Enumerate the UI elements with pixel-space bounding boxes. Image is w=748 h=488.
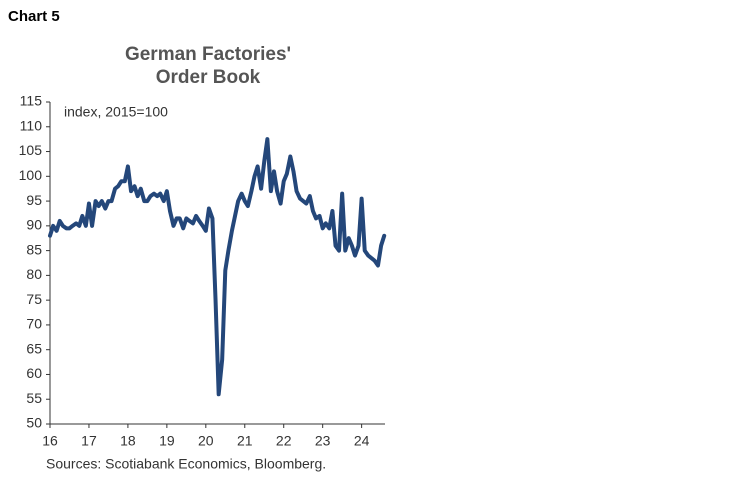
x-tick-label: 16 (42, 433, 58, 449)
x-tick-label: 18 (120, 433, 136, 449)
source: Sources: Scotiabank Economics, Bloomberg… (46, 456, 326, 472)
x-tick-label: 17 (81, 433, 97, 449)
x-tick-label: 23 (315, 433, 331, 449)
y-tick-label: 90 (26, 217, 42, 233)
y-tick-label: 75 (26, 291, 42, 307)
x-tick-label: 20 (198, 433, 214, 449)
data-line (48, 137, 387, 397)
x-tick-label: 22 (276, 433, 292, 449)
y-tick-label: 95 (26, 192, 42, 208)
y-tick-label: 55 (26, 390, 42, 406)
header: Chart 5 (8, 8, 60, 25)
y-tick-label: 60 (26, 365, 42, 381)
chart-title: Order Book (156, 67, 261, 88)
chart-title: German Factories' (125, 44, 291, 65)
y-tick-label: 50 (26, 415, 42, 431)
x-tick-label: 21 (237, 433, 253, 449)
y-tick-label: 110 (20, 117, 43, 133)
x-tick-label: 24 (354, 433, 370, 449)
y-tick-label: 105 (19, 142, 43, 158)
y-tick-label: 70 (26, 316, 42, 332)
y-tick-label: 65 (26, 340, 42, 356)
y-tick-label: 115 (20, 93, 43, 109)
y-tick-label: 80 (26, 266, 42, 282)
y-tick-label: 100 (19, 167, 43, 183)
y-tick-label: 85 (26, 241, 42, 257)
x-tick-label: 19 (159, 433, 175, 449)
annotation: index, 2015=100 (64, 104, 168, 120)
